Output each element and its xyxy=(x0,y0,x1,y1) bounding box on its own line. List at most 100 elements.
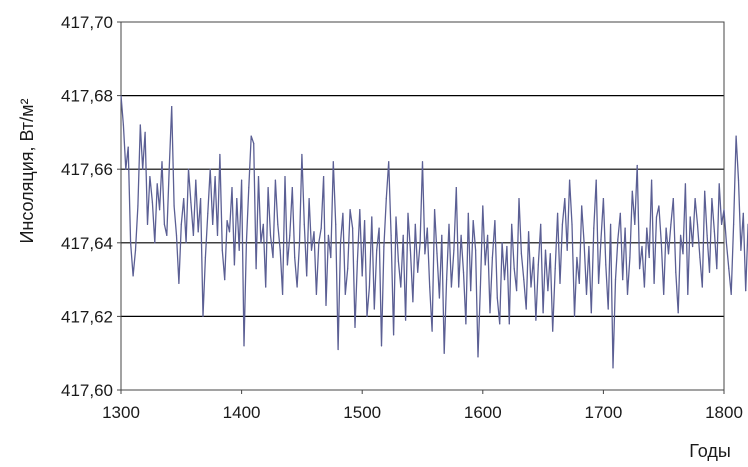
data-point xyxy=(373,308,375,310)
data-point xyxy=(255,268,257,270)
data-point xyxy=(310,249,313,251)
x-tick-label: 1400 xyxy=(223,403,261,422)
data-point xyxy=(711,198,713,200)
data-point xyxy=(185,242,187,244)
data-point xyxy=(689,216,691,218)
data-point xyxy=(356,260,358,262)
data-point xyxy=(368,286,370,288)
data-point xyxy=(419,242,421,244)
data-point xyxy=(721,223,723,225)
data-point xyxy=(448,223,450,225)
data-point xyxy=(303,223,305,225)
data-point xyxy=(518,198,520,200)
data-point xyxy=(178,282,180,284)
data-point xyxy=(501,242,503,244)
data-point xyxy=(684,183,687,185)
x-tick-label: 1500 xyxy=(343,403,381,422)
data-point xyxy=(323,176,325,178)
data-point xyxy=(405,319,407,321)
data-point xyxy=(342,212,344,214)
data-point xyxy=(197,231,199,233)
data-point xyxy=(537,264,539,266)
data-point xyxy=(171,106,173,108)
data-point xyxy=(250,135,252,137)
data-point xyxy=(453,249,455,251)
data-point xyxy=(465,323,467,325)
data-point xyxy=(243,345,245,347)
data-point xyxy=(643,286,646,288)
data-point xyxy=(233,264,235,266)
data-point xyxy=(467,212,469,214)
data-point xyxy=(378,227,380,229)
data-point xyxy=(701,286,703,288)
data-point xyxy=(212,223,214,225)
x-axis-ticks: 1300 1400 1500 1600 1700 1800 xyxy=(102,390,743,422)
x-tick-label: 1300 xyxy=(102,403,140,422)
y-tick-label: 417,68 xyxy=(61,87,113,106)
data-point xyxy=(347,268,349,270)
data-point xyxy=(482,205,484,207)
data-point xyxy=(677,312,679,314)
data-point xyxy=(561,223,564,225)
data-point xyxy=(142,168,144,170)
data-point xyxy=(354,326,356,328)
data-point xyxy=(559,282,561,284)
y-tick-label: 417,64 xyxy=(61,234,113,253)
data-point xyxy=(598,282,600,284)
data-point xyxy=(740,249,742,251)
data-point xyxy=(443,352,445,354)
data-point xyxy=(139,124,141,126)
data-point xyxy=(260,242,262,244)
data-point xyxy=(542,312,544,314)
data-point xyxy=(525,308,527,310)
y-tick-label: 417,66 xyxy=(61,160,113,179)
data-point xyxy=(149,176,151,178)
data-point xyxy=(655,216,658,218)
data-point xyxy=(547,290,549,292)
data-point xyxy=(745,290,747,292)
data-point xyxy=(516,290,518,292)
data-point xyxy=(503,279,506,281)
data-point xyxy=(190,201,192,203)
data-point xyxy=(301,153,303,156)
data-point xyxy=(730,293,732,295)
data-point xyxy=(127,146,129,148)
data-point xyxy=(383,245,385,248)
data-point xyxy=(682,253,684,255)
data-point xyxy=(660,242,662,244)
data-point xyxy=(400,286,402,288)
data-point xyxy=(581,205,583,207)
data-point xyxy=(523,279,525,281)
data-point xyxy=(692,245,694,248)
data-point xyxy=(267,187,269,189)
data-point xyxy=(472,220,474,222)
data-point xyxy=(122,124,124,126)
data-point xyxy=(528,231,530,233)
data-point xyxy=(549,253,551,255)
data-point xyxy=(173,205,175,207)
data-point xyxy=(371,216,373,218)
data-point xyxy=(257,176,260,178)
data-point xyxy=(163,223,165,225)
data-point xyxy=(388,161,390,163)
data-point xyxy=(716,268,718,270)
data-point xyxy=(619,212,621,214)
data-point xyxy=(520,253,523,255)
data-point xyxy=(224,279,226,281)
data-point xyxy=(530,286,532,288)
data-point xyxy=(390,234,392,236)
x-tick-label: 1600 xyxy=(464,403,502,422)
data-point xyxy=(735,135,737,137)
data-point xyxy=(187,168,190,170)
data-point xyxy=(583,242,585,244)
data-point xyxy=(446,279,448,281)
data-point xyxy=(593,227,595,229)
data-point xyxy=(728,268,730,270)
data-point xyxy=(125,168,127,170)
data-point xyxy=(725,242,728,244)
data-point xyxy=(699,256,701,259)
data-point xyxy=(207,212,209,214)
data-point xyxy=(380,345,383,347)
data-point xyxy=(614,279,617,281)
